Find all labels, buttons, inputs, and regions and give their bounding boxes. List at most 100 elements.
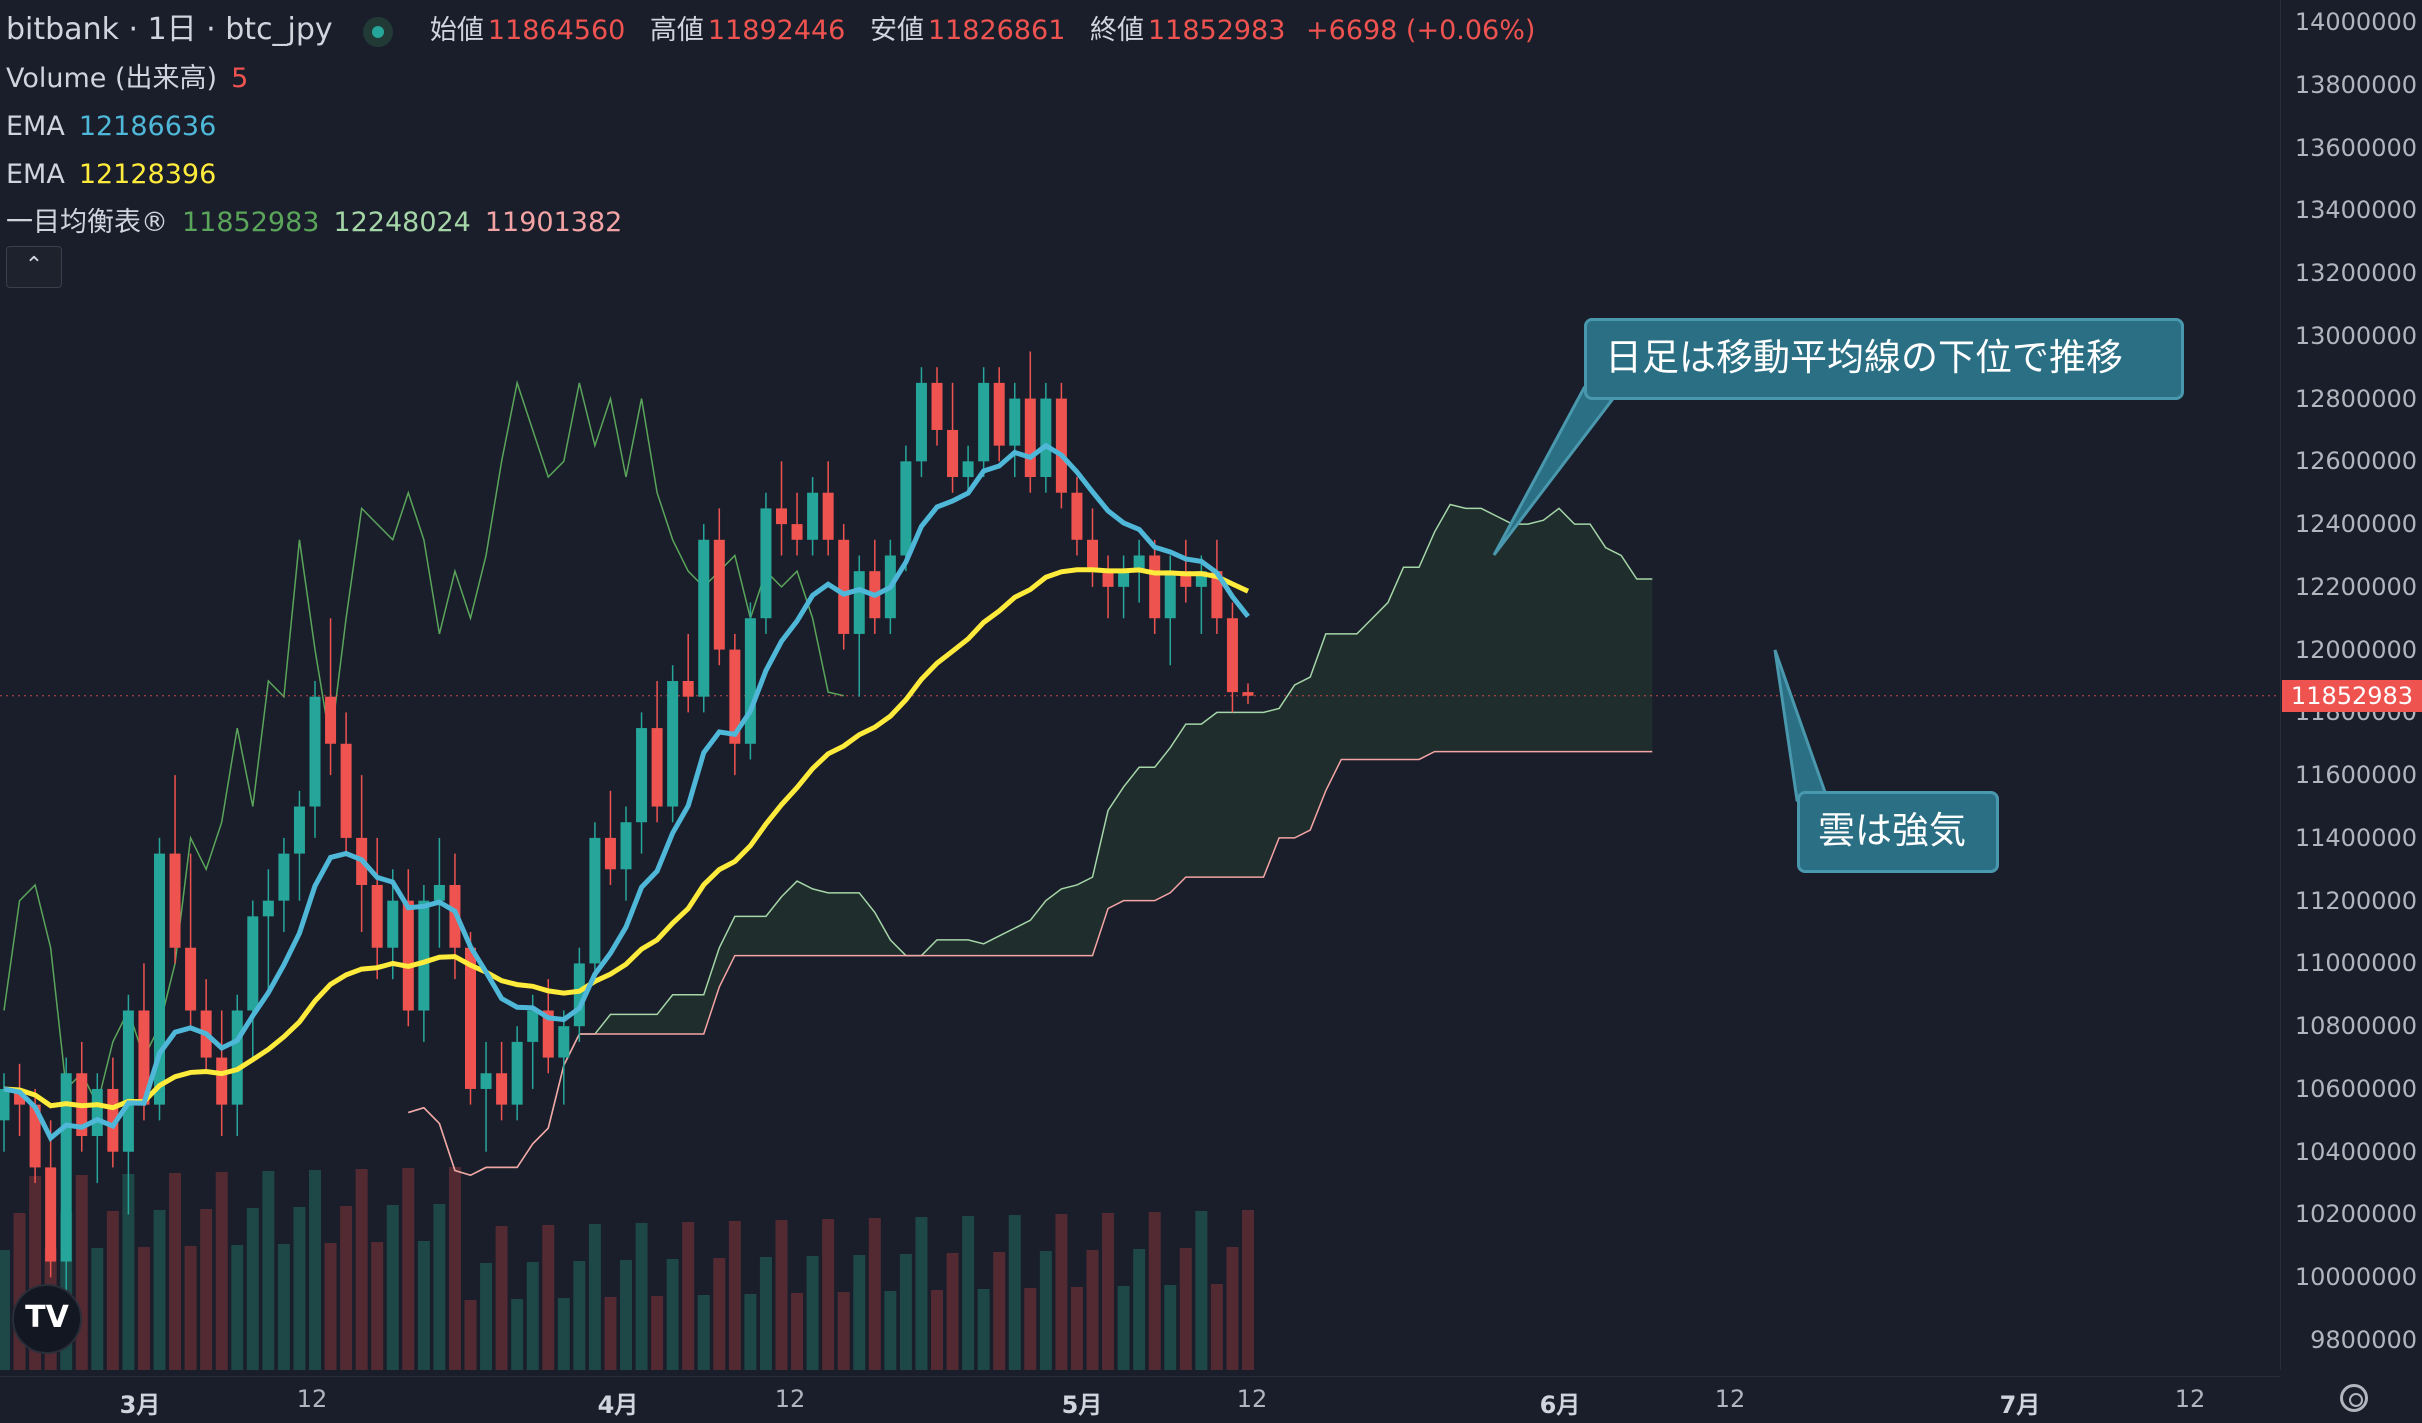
tradingview-logo-icon[interactable]: TV: [12, 1284, 82, 1354]
volume-bar: [480, 1263, 493, 1370]
candle-body: [496, 1073, 508, 1105]
candle-body: [293, 806, 305, 854]
candle-body: [29, 1104, 41, 1168]
open-label: 始値: [429, 15, 484, 46]
volume-legend[interactable]: Volume (出来高) 5: [6, 55, 1535, 103]
candle-body: [900, 461, 912, 556]
volume-bar: [231, 1245, 244, 1370]
candle-body: [931, 382, 943, 430]
open-value: 11864560: [487, 15, 626, 46]
annotation-callout-ma[interactable]: 日足は移動平均線の下位で推移: [1584, 318, 2184, 400]
volume-bar: [1102, 1213, 1115, 1370]
volume-bar: [620, 1260, 632, 1370]
ema2-label: EMA: [6, 159, 65, 190]
candle-body: [1211, 571, 1223, 619]
ichimoku-legend[interactable]: 一目均衡表® 11852983 12248024 11901382: [6, 199, 1535, 247]
volume-bar: [1195, 1211, 1208, 1370]
x-tick-label: 5月: [1061, 1391, 1103, 1419]
volume-bar: [169, 1173, 182, 1370]
volume-bar: [868, 1218, 881, 1370]
y-tick-label: 10400000: [2294, 1137, 2417, 1166]
volume-bar: [200, 1209, 213, 1370]
candle-body: [107, 1088, 119, 1152]
volume-bar: [837, 1292, 850, 1370]
volume-bar: [293, 1207, 306, 1370]
time-axis[interactable]: 3月 12 4月 12 5月 12 6月 12 7月 12: [0, 1376, 2280, 1423]
volume-bar: [1070, 1287, 1083, 1370]
volume-bar: [728, 1221, 741, 1370]
ichimoku-cloud: [408, 504, 1653, 1176]
volume-bar: [340, 1206, 353, 1370]
volume-bar: [1179, 1248, 1192, 1370]
candle-body: [465, 947, 476, 1089]
price-axis[interactable]: 14000000 13800000 13600000 13400000 13200000…: [2280, 0, 2422, 1370]
header-row: bitbank · 1日 · btc_jpy 始値 11864560 高値 1189…: [6, 6, 1535, 55]
x-tick-label: 7月: [1999, 1391, 2041, 1419]
volume-bar: [262, 1171, 275, 1370]
candle-body: [433, 884, 445, 901]
volume-bar: [215, 1172, 228, 1370]
volume-bar: [775, 1220, 788, 1370]
volume-bar: [682, 1222, 695, 1370]
volume-bar: [1133, 1249, 1146, 1370]
ema1-legend[interactable]: EMA 12186636: [6, 103, 1535, 151]
volume-bar: [1039, 1251, 1052, 1370]
y-tick-label: 11000000: [2294, 949, 2417, 978]
volume-bar: [915, 1217, 928, 1370]
volume-bar: [464, 1300, 477, 1370]
volume-bar: [977, 1289, 990, 1370]
last-price-tag: 11852983: [2282, 680, 2422, 712]
y-tick-label: 12800000: [2294, 384, 2417, 413]
price-chart[interactable]: [0, 0, 2280, 1376]
symbol-title[interactable]: bitbank · 1日 · btc_jpy: [6, 12, 333, 47]
volume-bar: [371, 1242, 384, 1370]
candle-body: [915, 382, 927, 462]
collapse-legend-button[interactable]: ⌃: [6, 246, 62, 288]
volume-bar: [75, 1175, 88, 1370]
candle-body: [309, 696, 321, 807]
candle-body: [853, 571, 865, 634]
volume-bar: [184, 1246, 197, 1370]
volume-bar: [806, 1256, 819, 1370]
settings-gear-icon[interactable]: [2340, 1384, 2368, 1412]
chevron-up-icon: ⌃: [24, 253, 44, 278]
annotation-callout-cloud[interactable]: 雲は強気: [1797, 791, 1999, 873]
legend: bitbank · 1日 · btc_jpy 始値 11864560 高値 1189…: [6, 6, 1535, 247]
volume-bar: [495, 1226, 508, 1370]
candle-body: [185, 947, 197, 1011]
candle-body: [838, 539, 850, 634]
volume-bar: [246, 1208, 259, 1370]
volume-bar: [153, 1210, 166, 1370]
volume-bar: [573, 1261, 586, 1370]
candle-body: [1195, 571, 1207, 587]
candle-body: [60, 1073, 72, 1262]
y-tick-label: 10200000: [2294, 1200, 2417, 1229]
candle-body: [169, 853, 181, 948]
candle-body: [1040, 398, 1052, 478]
candle-body: [418, 900, 430, 1011]
y-tick-label: 11400000: [2294, 823, 2417, 852]
candle-body: [1102, 571, 1114, 587]
volume-bar: [697, 1295, 710, 1370]
volume-bar: [993, 1252, 1006, 1370]
y-tick-label: 14000000: [2294, 8, 2417, 36]
candle-body: [947, 429, 959, 478]
y-tick-label: 11200000: [2294, 886, 2417, 915]
volume-bar: [1024, 1288, 1037, 1370]
volume-bar: [526, 1262, 539, 1370]
y-tick-label: 13400000: [2294, 196, 2417, 225]
volume-bar: [822, 1219, 835, 1370]
volume-bar: [433, 1204, 446, 1370]
ema2-legend[interactable]: EMA 12128396: [6, 151, 1535, 199]
candle-body: [1164, 571, 1176, 619]
candle-body: [1087, 539, 1098, 572]
candle-body: [387, 900, 399, 948]
candle-body: [371, 884, 383, 948]
volume-bar: [13, 1213, 26, 1370]
low-value: 11826861: [927, 15, 1066, 46]
volume-bar: [666, 1259, 679, 1370]
volume-bar: [635, 1223, 648, 1370]
volume-bar: [511, 1299, 524, 1370]
candle-body: [262, 900, 274, 917]
candle-body: [604, 837, 616, 870]
